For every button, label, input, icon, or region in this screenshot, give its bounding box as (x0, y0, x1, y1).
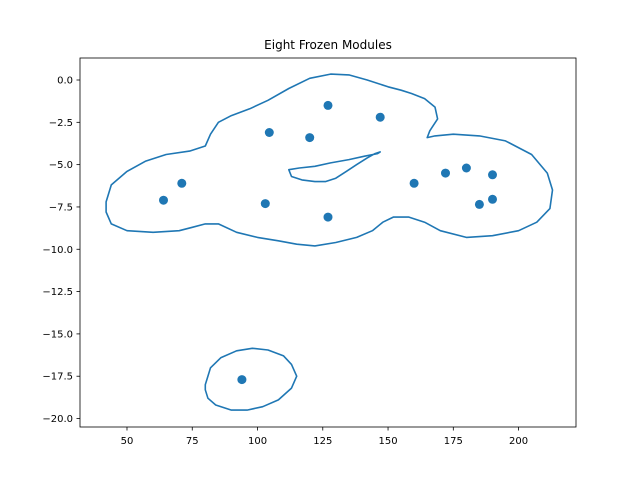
scatter-point-12 (461, 163, 471, 173)
scatter-point-9 (375, 112, 385, 122)
scatter-point-10 (409, 178, 419, 188)
x-tick-label: 50 (121, 436, 134, 447)
scatter-point-15 (488, 194, 497, 204)
x-tick-label: 75 (186, 436, 199, 447)
scatter-point-11 (441, 168, 450, 178)
plot-area (105, 73, 554, 411)
scatter-point-1 (159, 195, 168, 205)
scatter-point-3 (237, 375, 247, 385)
contour-line-2 (288, 151, 381, 183)
y-tick-label: 0.0 (57, 76, 73, 87)
y-tick-label: −7.5 (49, 202, 73, 213)
axes: 50 75 100 125 150 175 200 0.0 −2.5 −5.0 −7.5 −10.0 −… (42, 57, 577, 447)
scatter-point-2 (177, 178, 187, 188)
x-tick-label: 150 (378, 436, 397, 447)
scatter-point-13 (474, 199, 484, 209)
y-tick-label: −2.5 (49, 118, 73, 129)
y-tick-label: −17.5 (42, 372, 73, 383)
x-tick-label: 100 (248, 436, 267, 447)
contour-line-1 (105, 73, 554, 247)
axes-frame (79, 57, 577, 428)
contour-line-3 (204, 347, 298, 411)
y-tick-label: −15.0 (42, 329, 73, 340)
y-tick-label: −20.0 (42, 414, 73, 425)
scatter-point-4 (260, 199, 270, 209)
y-tick-label: −12.5 (42, 287, 73, 298)
x-tick-label: 125 (313, 436, 332, 447)
scatter-point-6 (305, 133, 315, 143)
y-tick-label: −5.0 (49, 160, 73, 171)
scatter-point-5 (264, 128, 274, 137)
x-tick-label: 175 (444, 436, 463, 447)
x-tick-label: 200 (509, 436, 528, 447)
scatter-point-8 (323, 212, 333, 222)
scatter-point-7 (323, 100, 333, 110)
y-tick-label: −10.0 (42, 245, 73, 256)
scatter-point-14 (488, 170, 497, 180)
chart-title: Eight Frozen Modules (264, 38, 392, 52)
